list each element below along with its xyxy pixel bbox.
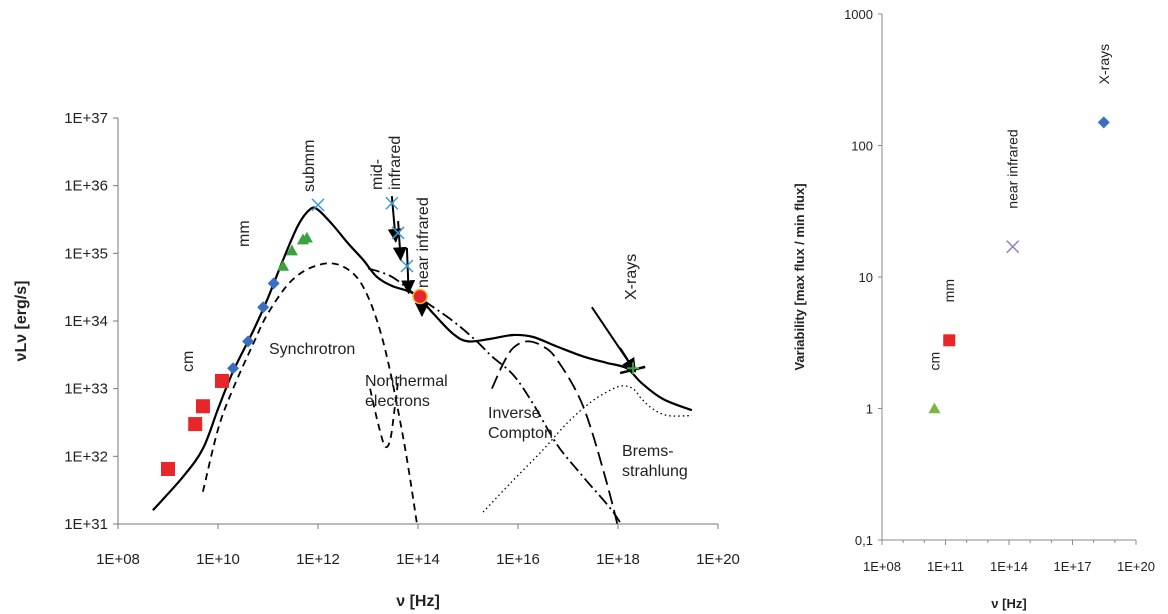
x-tick-label: 1E+14 — [396, 551, 440, 568]
x-tick-label: 1E+10 — [196, 551, 240, 568]
x-tick-label: 1E+20 — [696, 551, 740, 568]
curve-bremsstrahlung — [482, 385, 692, 513]
var-label-X-rays: X-rays — [1096, 44, 1112, 84]
x-tick-label: 1E+16 — [496, 551, 540, 568]
var-point-X-rays — [1097, 116, 1110, 129]
marker-mm-green — [300, 231, 313, 243]
y-tick-label: 1E+32 — [64, 448, 108, 465]
var-label-mm: mm — [941, 279, 957, 302]
y-axis-label: νLν [erg/s] — [13, 281, 30, 362]
var-x-tick-label: 1E+14 — [990, 559, 1028, 574]
var-label-near-infrared: near infrared — [1005, 129, 1021, 208]
var-label-cm: cm — [926, 352, 942, 371]
annotation-cm: cm — [180, 351, 197, 372]
annotation-nonthermal-electrons: Nonthermal electrons — [365, 373, 448, 410]
marker-cm — [214, 373, 229, 388]
annotation-inverse-compton: Inverse Compton — [488, 405, 553, 442]
marker-mm-blue — [242, 335, 255, 348]
curve-synchrotron — [202, 262, 418, 524]
curve-inverse-compton — [491, 340, 619, 524]
var-point-cm — [928, 402, 941, 414]
y-tick-label: 1E+33 — [64, 381, 108, 398]
sed-markers — [161, 196, 640, 476]
marker-mm-green — [277, 259, 290, 271]
var-point-near-infrared — [1006, 240, 1020, 254]
marker-mm-green — [285, 244, 298, 256]
sed-axes — [113, 117, 719, 529]
marker-ir-cross — [391, 226, 405, 240]
var-y-tick-label: 1 — [866, 402, 873, 417]
var-x-tick-label: 1E+20 — [1117, 559, 1155, 574]
x-tick-label: 1E+12 — [296, 551, 340, 568]
annotation-mm: mm — [236, 220, 253, 247]
marker-cm — [161, 461, 175, 476]
marker-mm-blue — [267, 277, 280, 290]
y-tick-label: 1E+31 — [64, 516, 108, 533]
sed-text: 1E+31 1E+32 1E+33 1E+34 1E+35 1E+36 1E+37 1E+08… — [13, 110, 740, 610]
annotation-mid-infrared: mid-infrared — [369, 136, 404, 190]
marker-X-rays — [627, 362, 640, 375]
sed-arrows — [387, 196, 646, 375]
var-y-tick-label: 1000 — [844, 7, 873, 22]
marker-ir-cross — [311, 198, 325, 212]
mid-ir-arrow-2 — [392, 220, 407, 262]
y-tick-label: 1E+36 — [64, 178, 108, 195]
x-tick-label: 1E+18 — [596, 551, 640, 568]
var-point-mm — [943, 334, 956, 347]
var-y-tick-label: 10 — [859, 270, 873, 285]
annotation-submm: submm — [301, 140, 318, 192]
curve-nonthermal-electrons — [369, 376, 400, 449]
var-y-axis-label: Variability [max flux / min flux] — [792, 183, 807, 370]
x-tick-label: 1E+08 — [96, 551, 140, 568]
annotation-synchrotron: Synchrotron — [269, 341, 355, 358]
variability-markers — [928, 116, 1110, 414]
marker-ir-cross — [400, 259, 414, 273]
y-tick-label: 1E+34 — [64, 313, 108, 330]
var-y-tick-label: 100 — [851, 139, 873, 154]
variability-text: 0,1 1 10 100 1000 1E+08 1E+11 1E+14 1E+17 1E+20 ν … — [792, 7, 1155, 611]
marker-mm-blue — [257, 301, 270, 314]
annotation-x-rays: X-rays — [623, 254, 640, 300]
marker-ir-cross — [385, 196, 399, 210]
curve-solid-0 — [152, 206, 693, 511]
var-x-tick-label: 1E+08 — [863, 559, 901, 574]
y-tick-label: 1E+37 — [64, 110, 108, 127]
y-tick-label: 1E+35 — [64, 245, 108, 262]
annotation-bremsstrahlung: Brems-strahlung — [622, 443, 688, 480]
mid-ir-arrow-3 — [401, 247, 416, 295]
variability-axes — [878, 13, 1137, 545]
x-axis-label: ν [Hz] — [396, 593, 440, 610]
var-x-axis-label: ν [Hz] — [991, 596, 1026, 611]
sed-chart: 1E+31 1E+32 1E+33 1E+34 1E+35 1E+36 1E+37 1E+08… — [13, 110, 740, 610]
marker-cm — [195, 399, 210, 414]
marker-near-infrared — [412, 288, 428, 305]
var-y-tick-label: 0,1 — [855, 533, 873, 548]
annotation-near-infrared: near infrared — [415, 197, 432, 288]
var-x-tick-label: 1E+11 — [927, 559, 964, 574]
var-x-tick-label: 1E+17 — [1054, 559, 1092, 574]
marker-cm — [188, 417, 203, 432]
marker-mm-blue — [227, 362, 240, 375]
